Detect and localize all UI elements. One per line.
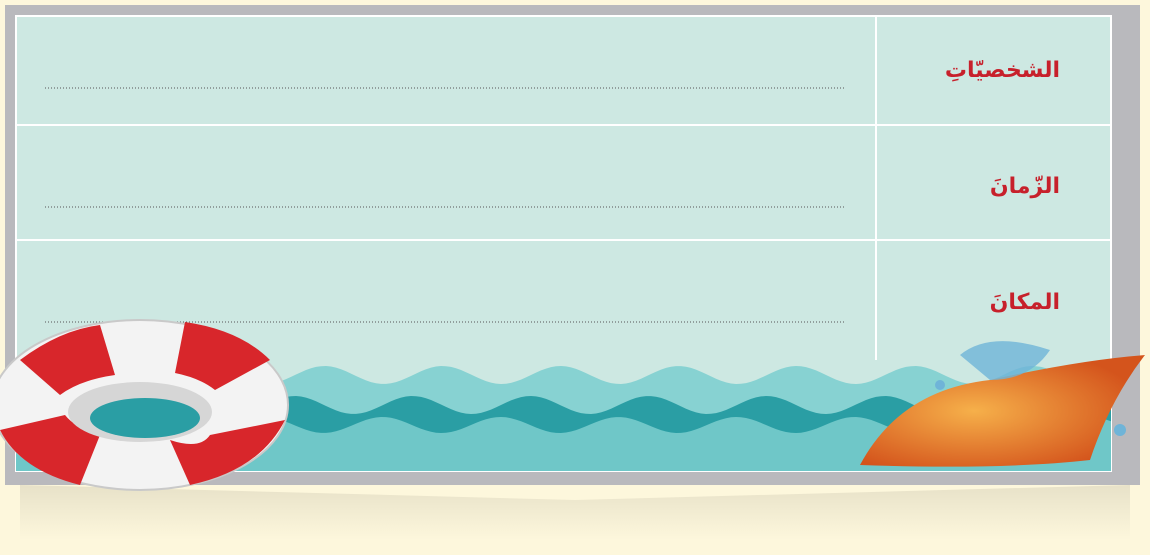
frame-shadow bbox=[20, 485, 1130, 540]
row-label: المكانَ bbox=[989, 290, 1060, 315]
wave bbox=[16, 417, 1111, 471]
row-label: الشخصيّاتِ bbox=[944, 58, 1060, 83]
shell bbox=[860, 341, 1145, 467]
row-label: الزّمانَ bbox=[989, 174, 1060, 199]
lifebuoy bbox=[0, 319, 289, 491]
